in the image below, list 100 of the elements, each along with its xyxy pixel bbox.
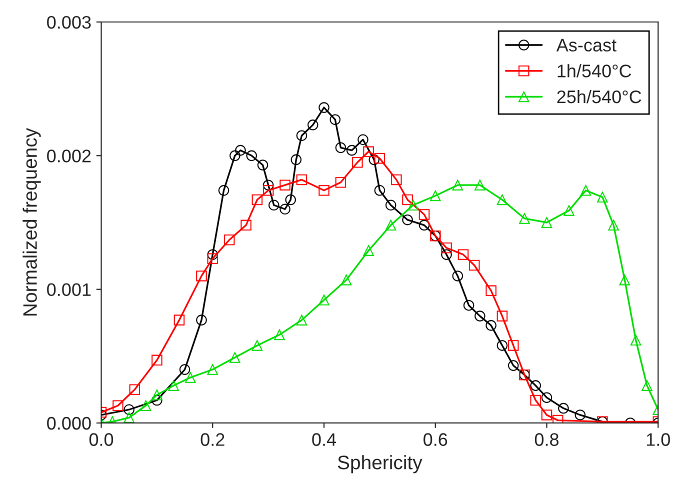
point	[290, 154, 302, 166]
point	[574, 410, 586, 420]
point	[374, 185, 386, 196]
legend-label: As-cast	[556, 38, 616, 52]
point	[508, 360, 519, 371]
point	[402, 194, 413, 206]
point	[496, 310, 508, 322]
y-tick-label: 0.002	[47, 150, 91, 162]
point	[268, 200, 280, 210]
point	[458, 249, 469, 260]
point	[530, 394, 541, 406]
point	[184, 372, 196, 383]
point	[274, 329, 285, 340]
point	[541, 410, 552, 420]
x-tick-label: 0.2	[200, 433, 224, 446]
point	[152, 354, 162, 366]
point	[530, 380, 541, 391]
point	[318, 294, 330, 306]
point	[441, 249, 452, 260]
point	[496, 194, 508, 206]
point	[630, 334, 642, 346]
point	[580, 185, 592, 196]
point	[235, 144, 246, 156]
point	[207, 253, 218, 264]
point	[374, 152, 386, 164]
x-tick-label: 1.0	[646, 433, 670, 446]
point	[230, 352, 240, 363]
point	[363, 245, 374, 256]
point	[252, 194, 263, 206]
point	[642, 380, 652, 391]
point	[340, 274, 352, 286]
point	[541, 392, 552, 403]
point	[230, 150, 240, 162]
x-tick-label: 0.4	[312, 433, 336, 446]
x-tick-label: 0.0	[89, 433, 114, 446]
x-tick-label: 0.8	[534, 433, 559, 446]
point	[430, 190, 441, 202]
point	[174, 314, 185, 326]
point	[619, 274, 630, 286]
point	[252, 340, 263, 351]
point	[307, 120, 318, 130]
point	[280, 204, 290, 215]
point	[318, 102, 330, 113]
point	[597, 192, 608, 202]
point	[152, 394, 162, 406]
point	[508, 340, 519, 351]
point	[335, 177, 346, 188]
point	[224, 234, 235, 246]
point	[218, 185, 230, 196]
point	[463, 300, 474, 311]
point	[124, 404, 134, 415]
point	[564, 205, 574, 216]
point	[152, 390, 162, 400]
y-tick-label: 0.000	[47, 416, 91, 430]
point	[486, 320, 496, 331]
point	[318, 185, 330, 196]
point	[519, 213, 530, 224]
point	[240, 220, 252, 231]
point	[262, 185, 274, 196]
point	[368, 154, 380, 166]
legend-label: 25h/540°C	[557, 90, 642, 104]
point	[358, 134, 368, 146]
point	[408, 200, 418, 210]
point	[468, 260, 480, 271]
point	[296, 130, 308, 141]
point	[207, 249, 218, 260]
point	[441, 242, 452, 254]
point	[129, 384, 140, 395]
point	[452, 270, 464, 282]
point	[474, 310, 486, 322]
point	[262, 180, 274, 190]
point	[385, 220, 396, 231]
x-axis-title: Sphericity	[338, 455, 422, 474]
point	[474, 180, 486, 190]
point	[112, 400, 124, 411]
point	[124, 412, 134, 423]
y-tick-label: 0.003	[47, 16, 91, 29]
y-axis-title: Normalized frequency	[22, 128, 41, 316]
point	[140, 400, 152, 411]
point	[168, 380, 180, 391]
point	[296, 174, 308, 186]
point	[558, 402, 569, 414]
point	[330, 114, 341, 125]
point	[346, 144, 358, 156]
point	[335, 142, 346, 154]
point	[541, 217, 552, 228]
point	[296, 314, 308, 326]
x-tick-label: 0.6	[424, 433, 448, 446]
point	[280, 180, 290, 190]
point	[257, 160, 268, 170]
point	[391, 174, 402, 186]
point	[196, 270, 207, 282]
point	[385, 200, 396, 210]
point	[363, 146, 374, 158]
point	[285, 194, 296, 206]
y-tick-label: 0.001	[47, 283, 91, 296]
point	[496, 340, 508, 351]
point	[207, 364, 218, 375]
point	[486, 285, 496, 296]
point	[418, 209, 430, 220]
